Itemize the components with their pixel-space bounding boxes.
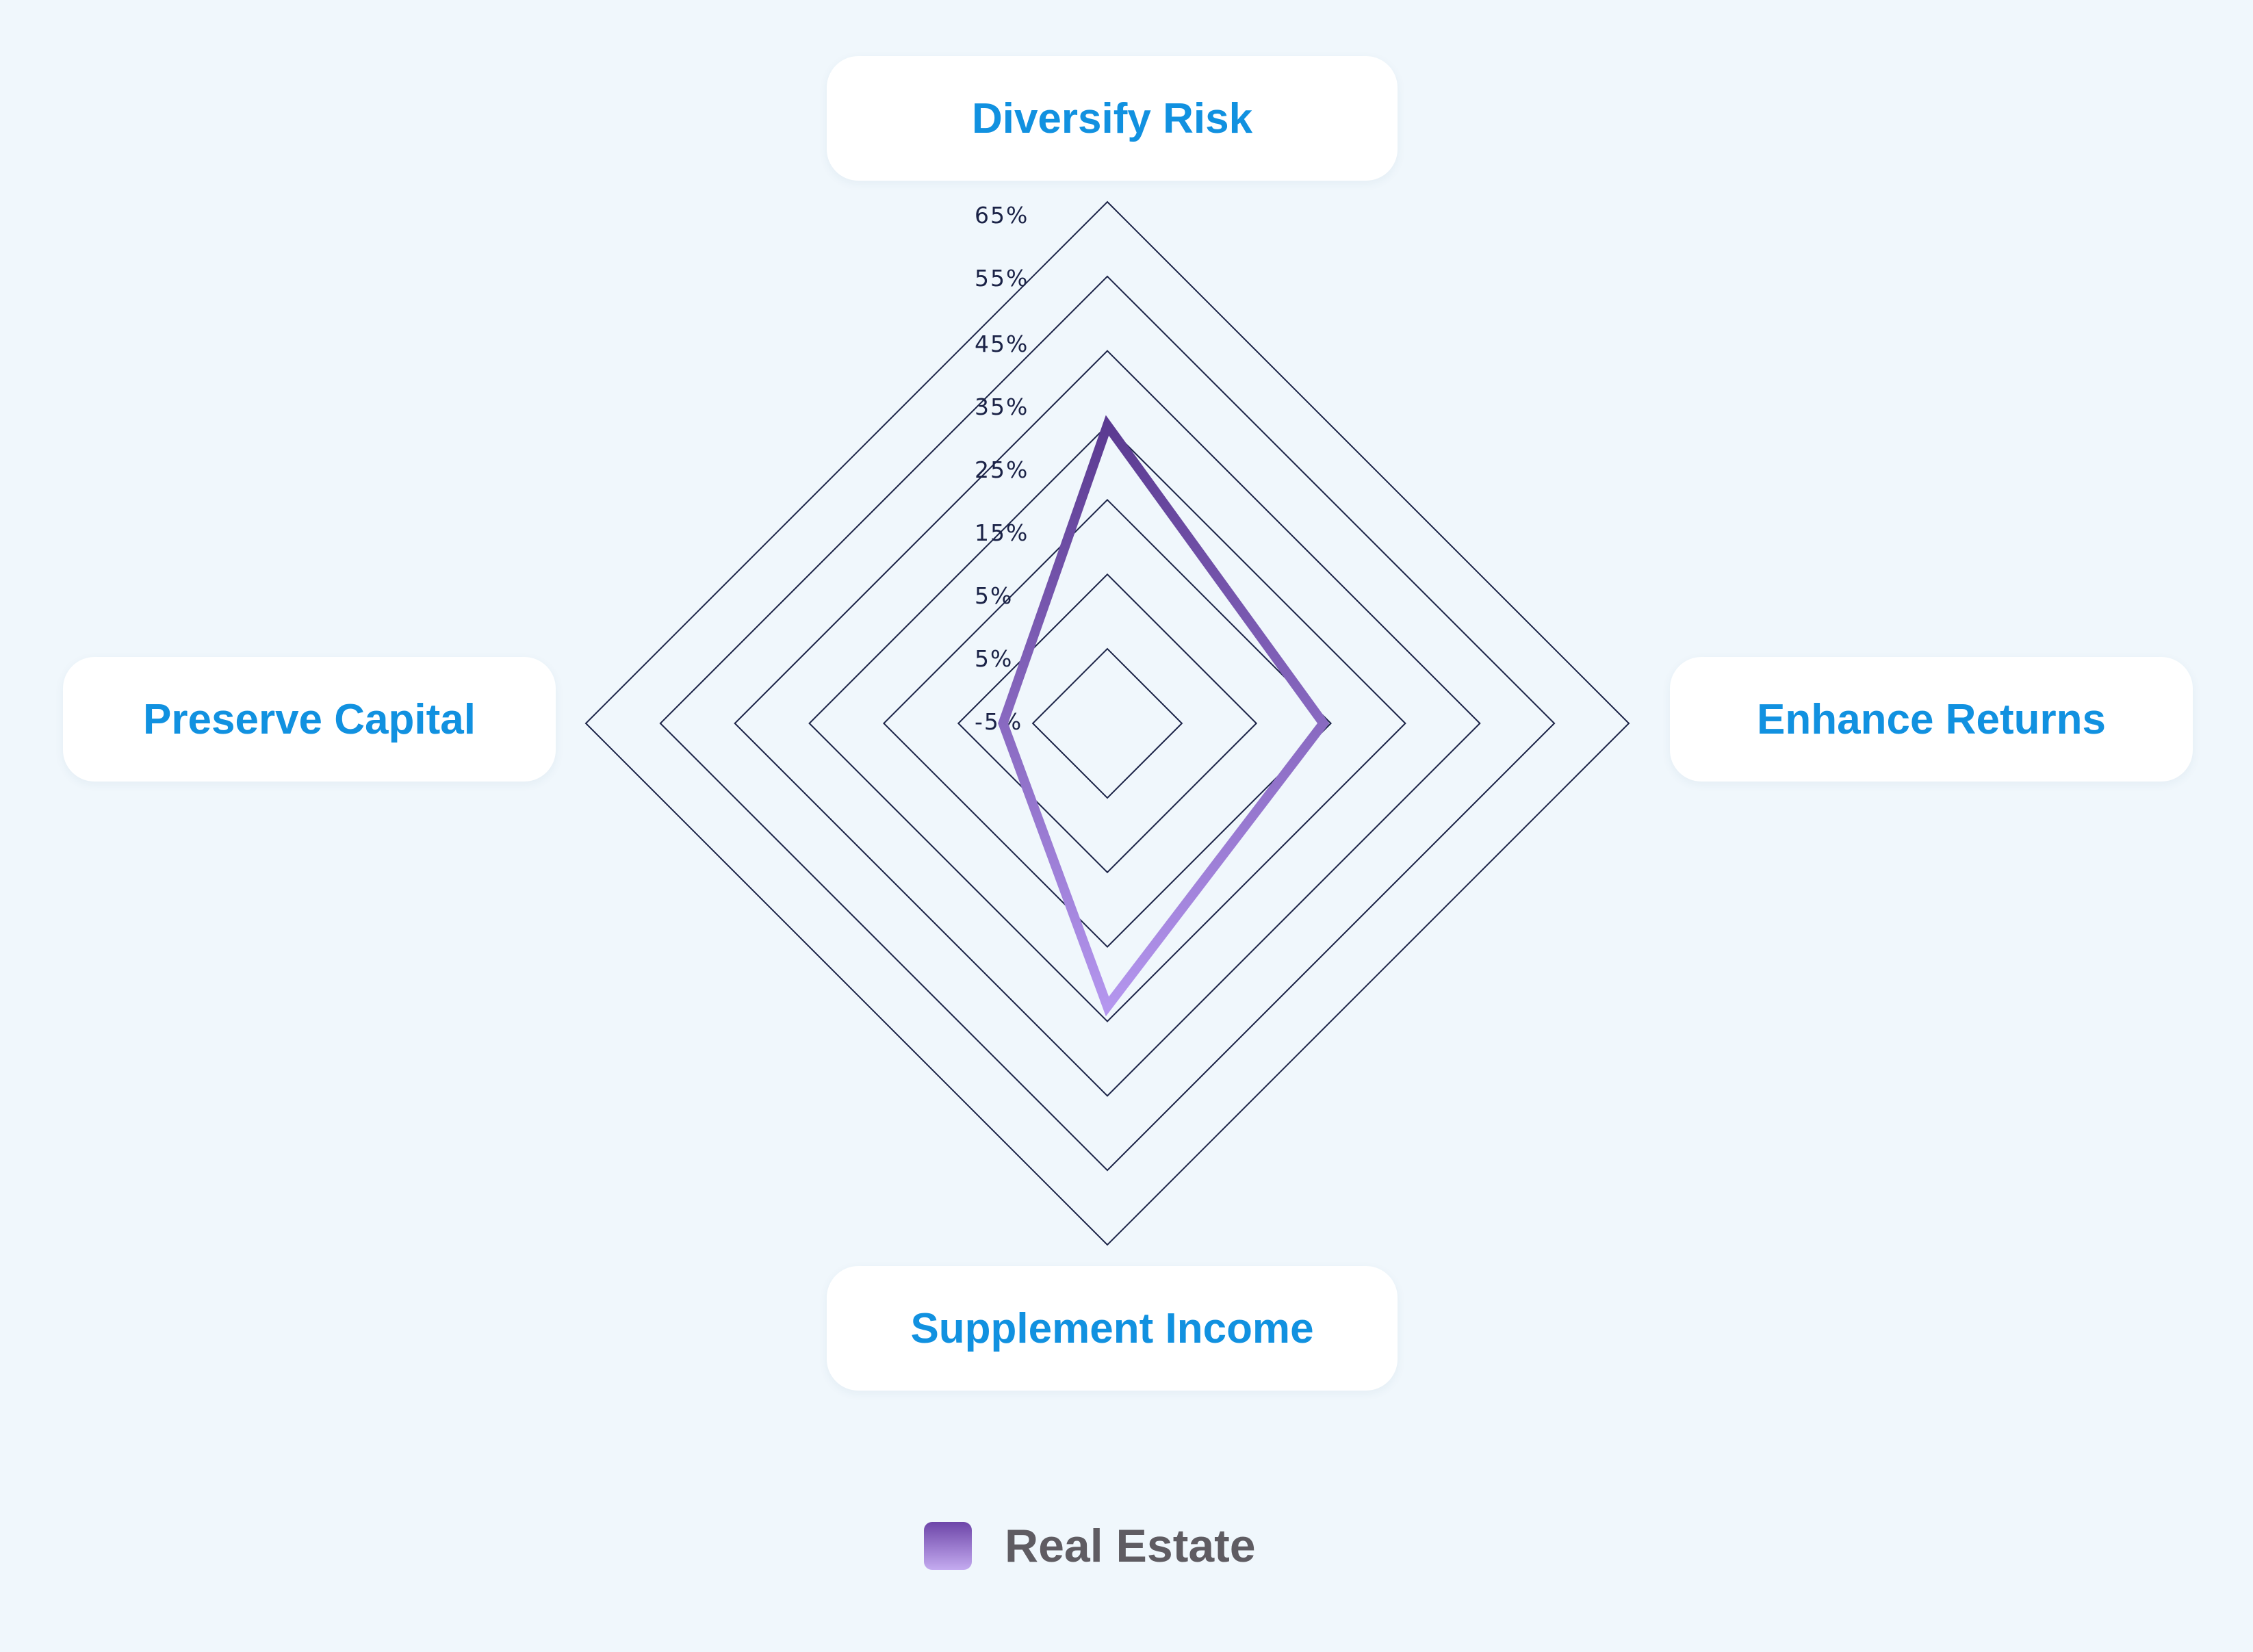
grid-ring-7 — [584, 201, 1630, 1246]
grid-ring-2 — [957, 573, 1258, 874]
axis-label-text: Diversify Risk — [971, 94, 1253, 142]
radar-tick-labels: 65% 55% 45% 35% 25% 15% 5% 5% -5% — [975, 202, 1029, 735]
axis-label-text: Enhance Returns — [1757, 695, 2106, 743]
tick-label-3: 35% — [975, 393, 1029, 420]
axis-label-enhance-returns: Enhance Returns — [1670, 657, 2193, 782]
axis-label-preserve-capital: Preserve Capital — [63, 657, 556, 782]
grid-ring-1 — [1031, 647, 1183, 799]
radar-grid — [584, 201, 1630, 1246]
axis-label-text: Preserve Capital — [143, 695, 476, 743]
axis-label-diversify-risk: Diversify Risk — [827, 56, 1398, 181]
axis-label-text: Supplement Income — [910, 1304, 1314, 1352]
grid-ring-3 — [882, 498, 1333, 948]
grid-ring-4 — [808, 424, 1406, 1022]
grid-ring-5 — [734, 350, 1481, 1097]
tick-label-8: -5% — [975, 708, 1022, 735]
tick-label-2: 45% — [975, 331, 1029, 357]
tick-label-1: 55% — [975, 265, 1029, 292]
tick-label-5: 15% — [975, 519, 1029, 546]
axis-label-supplement-income: Supplement Income — [827, 1266, 1398, 1391]
legend-label-real-estate: Real Estate — [1005, 1520, 1256, 1572]
tick-label-0: 65% — [975, 202, 1029, 229]
series-line-0[interactable] — [998, 415, 1330, 1017]
legend[interactable]: Real Estate — [924, 1520, 1256, 1572]
tick-label-4: 25% — [975, 456, 1029, 483]
radar-series — [998, 415, 1330, 1017]
tick-label-6: 5% — [975, 582, 1013, 609]
tick-label-7: 5% — [975, 645, 1013, 672]
legend-swatch-real-estate — [924, 1522, 972, 1570]
grid-ring-6 — [659, 275, 1556, 1172]
